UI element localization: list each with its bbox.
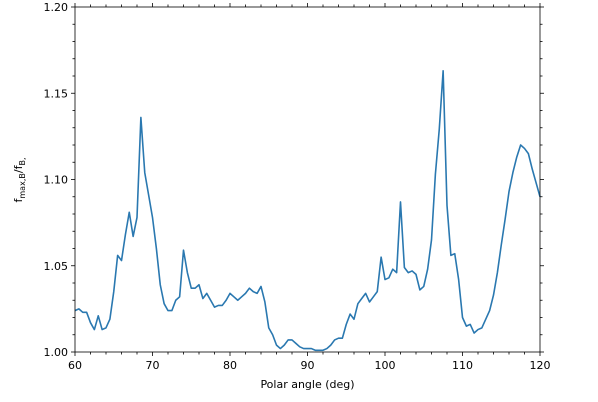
y-tick-label: 1.10 [44,174,69,187]
y-axis-label: fmax,B/fB, [12,158,27,203]
x-tick-label: 80 [223,359,237,372]
x-axis-label: Polar angle (deg) [260,378,354,391]
y-label-part: f [12,197,25,202]
x-tick-label: 120 [530,359,551,372]
x-tick-label: 70 [146,359,160,372]
plot-frame [74,6,541,353]
y-tick-label: 1.20 [44,1,69,14]
y-label-sub: max,B [18,173,27,198]
y-label-sub: B, [18,158,27,166]
y-tick-label: 1.05 [44,260,69,273]
y-tick-label: 1.15 [44,87,69,100]
y-tick-label: 1.00 [44,346,69,359]
x-tick-label: 90 [301,359,315,372]
y-label-part: /f [12,164,25,173]
x-tick-label: 100 [375,359,396,372]
x-tick-label: 60 [68,359,82,372]
data-line [74,70,541,352]
x-tick-label: 110 [452,359,473,372]
